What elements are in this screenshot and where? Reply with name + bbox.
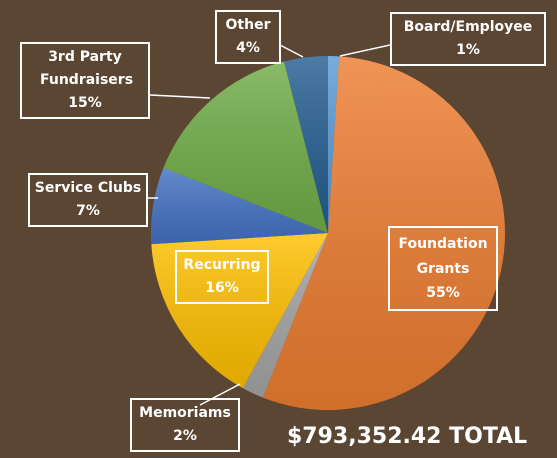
slice-label: Service Clubs 7% xyxy=(28,173,148,227)
slice-label: Memoriams 2% xyxy=(130,398,240,452)
slice-shade xyxy=(262,56,505,410)
slice-label: 3rd Party Fundraisers 15% xyxy=(20,42,150,119)
slice-shade xyxy=(242,233,328,398)
slice-label: Other 4% xyxy=(215,10,281,64)
slice-label: Foundation Grants 55% xyxy=(388,226,498,311)
leader-lines xyxy=(148,44,391,406)
slice-shade xyxy=(283,56,328,233)
slice-shade xyxy=(328,56,340,233)
slice-label: Recurring 16% xyxy=(175,250,269,304)
slice-shade xyxy=(151,233,328,389)
total-annotation: $793,352.42 TOTAL xyxy=(287,424,528,449)
slice-shade xyxy=(163,61,328,234)
slice-label: Board/Employee 1% xyxy=(390,12,546,66)
slice-shade xyxy=(151,167,328,245)
